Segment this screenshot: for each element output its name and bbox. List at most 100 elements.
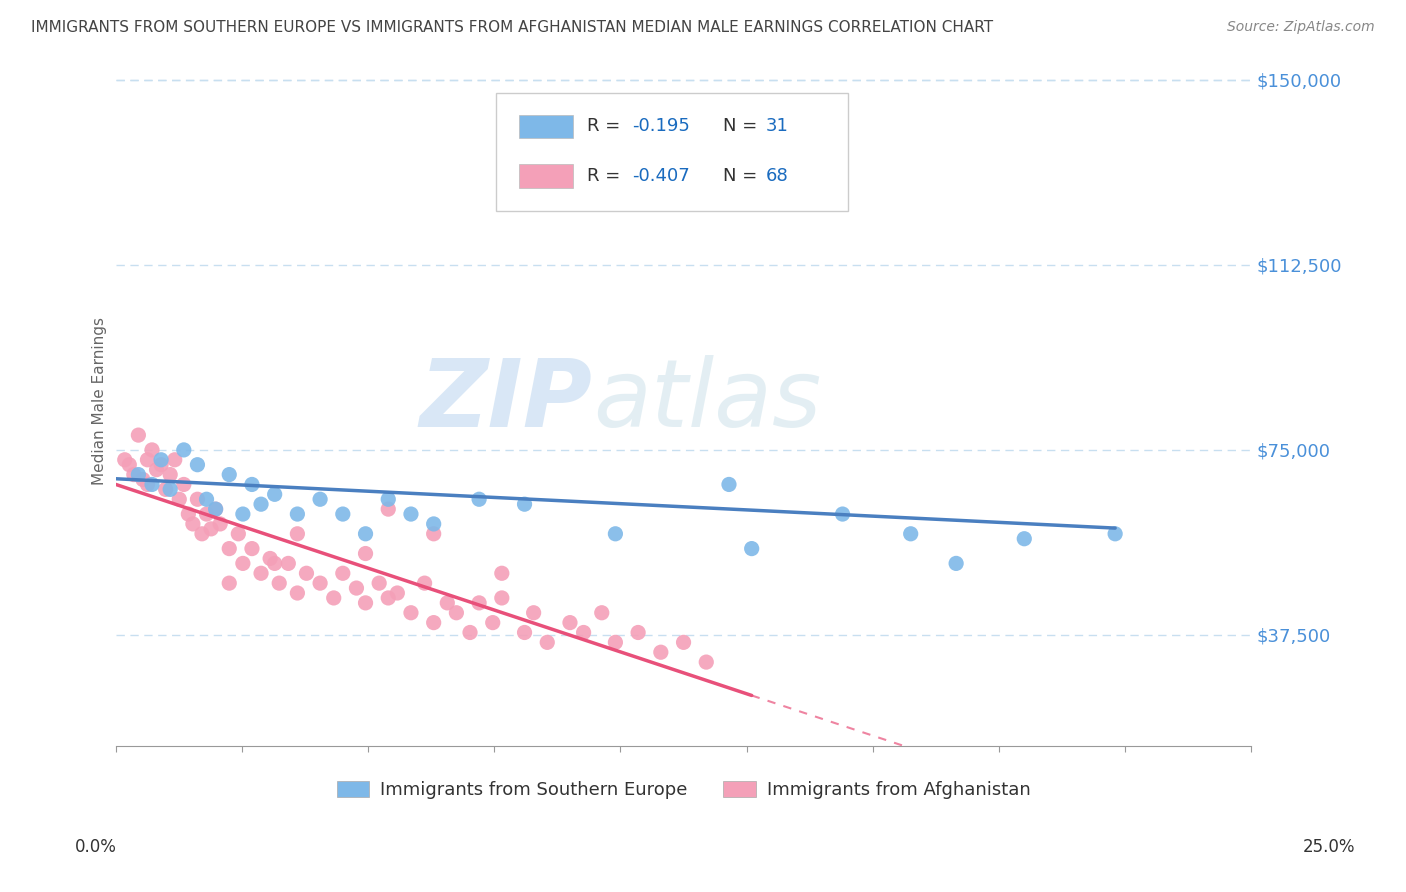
FancyBboxPatch shape (519, 164, 574, 188)
Point (295, 566, 318, 581)
Point (132, 473, 155, 487)
Point (232, 557, 254, 571)
Text: atlas: atlas (593, 355, 821, 446)
Legend: Immigrants from Southern Europe, Immigrants from Afghanistan: Immigrants from Southern Europe, Immigra… (329, 773, 1038, 806)
Point (1014, 532, 1036, 546)
Point (377, 502, 399, 516)
Point (322, 591, 344, 605)
Point (354, 547, 377, 561)
Point (436, 596, 458, 610)
Text: -0.407: -0.407 (633, 167, 690, 185)
Point (387, 586, 409, 600)
Text: IMMIGRANTS FROM SOUTHERN EUROPE VS IMMIGRANTS FROM AFGHANISTAN MEDIAN MALE EARNI: IMMIGRANTS FROM SOUTHERN EUROPE VS IMMIG… (31, 20, 993, 35)
Point (263, 487, 285, 501)
Point (900, 526, 922, 541)
Point (287, 507, 309, 521)
Point (163, 452, 186, 467)
Point (218, 576, 240, 591)
Point (346, 581, 368, 595)
Point (572, 625, 595, 640)
Point (204, 502, 226, 516)
Point (468, 492, 491, 507)
Point (159, 483, 181, 497)
Point (695, 655, 717, 669)
FancyBboxPatch shape (496, 93, 848, 211)
Point (422, 526, 444, 541)
FancyBboxPatch shape (519, 114, 574, 138)
Point (945, 557, 967, 571)
Point (368, 576, 391, 591)
Point (491, 566, 513, 581)
Point (218, 541, 240, 556)
Point (536, 635, 558, 649)
Point (377, 591, 399, 605)
Point (136, 477, 159, 491)
Point (672, 635, 695, 649)
Point (169, 492, 191, 507)
Point (332, 507, 354, 521)
Text: Source: ZipAtlas.com: Source: ZipAtlas.com (1227, 20, 1375, 34)
Point (491, 591, 513, 605)
Point (591, 606, 613, 620)
Point (232, 507, 254, 521)
Point (332, 566, 354, 581)
Point (200, 522, 222, 536)
Point (141, 477, 163, 491)
Point (181, 516, 204, 531)
Point (127, 467, 149, 482)
Point (136, 452, 159, 467)
Point (250, 497, 273, 511)
Point (287, 586, 309, 600)
Point (1104, 526, 1126, 541)
Point (523, 606, 546, 620)
Point (191, 526, 214, 541)
Point (468, 596, 491, 610)
Point (204, 502, 226, 516)
Point (309, 576, 332, 591)
Point (209, 516, 232, 531)
Point (831, 507, 853, 521)
Point (218, 467, 240, 482)
Point (177, 507, 200, 521)
Text: 68: 68 (765, 167, 789, 185)
Point (150, 458, 173, 472)
Point (277, 557, 299, 571)
Point (513, 497, 536, 511)
Point (377, 492, 399, 507)
Point (354, 526, 377, 541)
Point (127, 428, 149, 442)
Point (422, 615, 444, 630)
Text: 25.0%: 25.0% (1302, 838, 1355, 855)
Point (481, 615, 503, 630)
Point (173, 477, 195, 491)
Point (240, 477, 263, 491)
Point (186, 458, 208, 472)
Point (263, 557, 285, 571)
Point (155, 483, 177, 497)
Point (114, 452, 136, 467)
Text: R =: R = (588, 117, 626, 136)
Point (458, 625, 481, 640)
Text: R =: R = (588, 167, 626, 185)
Point (513, 625, 536, 640)
Point (354, 596, 377, 610)
Point (250, 566, 273, 581)
Point (650, 645, 672, 659)
Point (173, 442, 195, 457)
Point (627, 625, 650, 640)
Y-axis label: Median Male Earnings: Median Male Earnings (93, 317, 107, 484)
Point (605, 635, 627, 649)
Text: 31: 31 (765, 117, 789, 136)
Point (399, 606, 422, 620)
Point (287, 526, 309, 541)
Point (195, 507, 218, 521)
Text: -0.195: -0.195 (633, 117, 690, 136)
Point (259, 551, 281, 566)
Point (717, 477, 740, 491)
Point (605, 526, 627, 541)
Point (309, 492, 332, 507)
Point (195, 492, 218, 507)
Point (558, 615, 581, 630)
Text: N =: N = (723, 117, 763, 136)
Point (159, 467, 181, 482)
